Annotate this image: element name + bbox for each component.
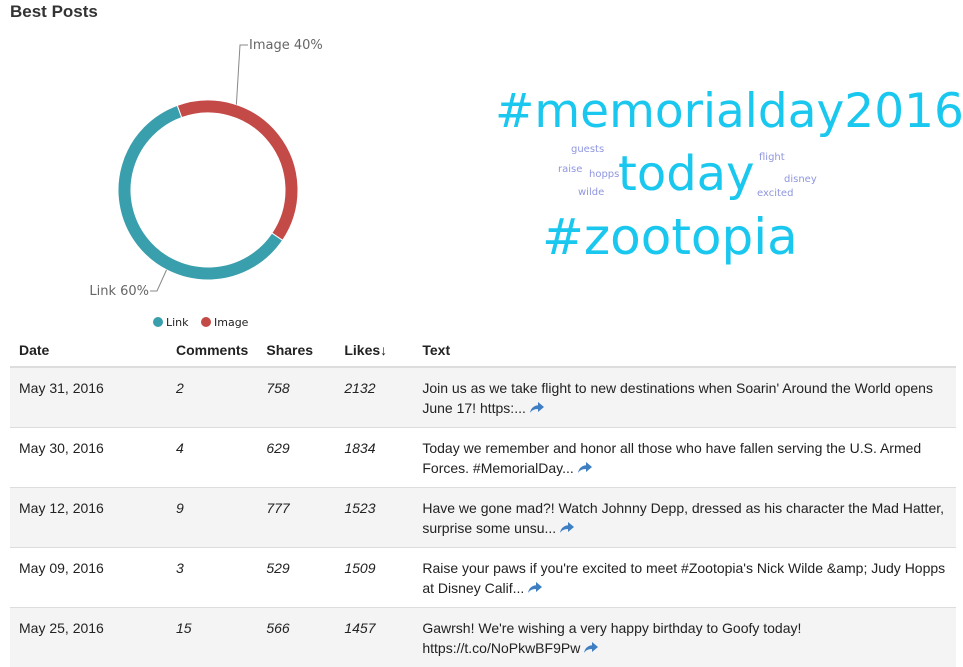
cell-date: May 09, 2016 <box>10 548 167 608</box>
donut-slice-image[interactable] <box>177 100 298 240</box>
cell-text: Have we gone mad?! Watch Johnny Depp, dr… <box>413 488 956 548</box>
cell-shares: 758 <box>257 367 335 428</box>
cell-comments: 9 <box>167 488 257 548</box>
column-header-likes[interactable]: Likes↓ <box>335 333 413 367</box>
word-cloud-term[interactable]: raise <box>558 165 582 175</box>
word-cloud-term[interactable]: #memorialday2016 <box>495 88 963 135</box>
column-header-text[interactable]: Text <box>413 333 956 367</box>
cell-text: Today we remember and honor all those wh… <box>413 428 956 488</box>
slice-label-link: Link 60% <box>89 284 149 299</box>
share-arrow-icon[interactable] <box>530 399 544 411</box>
cell-date: May 31, 2016 <box>10 367 167 428</box>
cell-likes: 1509 <box>335 548 413 608</box>
cell-comments: 2 <box>167 367 257 428</box>
cell-date: May 30, 2016 <box>10 428 167 488</box>
cell-likes: 1834 <box>335 428 413 488</box>
post-text: Today we remember and honor all those wh… <box>422 440 921 476</box>
cell-likes: 1457 <box>335 608 413 667</box>
slice-label-image: Image 40% <box>249 38 323 53</box>
post-text: Have we gone mad?! Watch Johnny Depp, dr… <box>422 500 944 536</box>
word-cloud-term[interactable]: flight <box>759 153 785 163</box>
table-header-row: Date Comments Shares Likes↓ Text <box>10 333 956 367</box>
cell-shares: 529 <box>257 548 335 608</box>
donut-chart-svg: Image 40% Link 60% Link Image <box>0 28 420 333</box>
cell-date: May 25, 2016 <box>10 608 167 667</box>
column-header-date[interactable]: Date <box>10 333 167 367</box>
leader-line-image <box>236 45 248 105</box>
legend-label-image[interactable]: Image <box>214 316 249 329</box>
cell-shares: 629 <box>257 428 335 488</box>
cell-shares: 566 <box>257 608 335 667</box>
word-cloud-term[interactable]: #zootopia <box>542 212 798 262</box>
cell-comments: 15 <box>167 608 257 667</box>
share-arrow-icon[interactable] <box>560 519 574 531</box>
post-text: Join us as we take flight to new destina… <box>422 380 933 416</box>
share-arrow-icon[interactable] <box>578 459 592 471</box>
post-type-donut-chart: Image 40% Link 60% Link Image <box>0 28 420 333</box>
section-title: Best Posts <box>10 2 98 22</box>
column-header-comments[interactable]: Comments <box>167 333 257 367</box>
word-cloud-term[interactable]: hopps <box>589 170 619 180</box>
share-arrow-icon[interactable] <box>528 579 542 591</box>
column-header-shares[interactable]: Shares <box>257 333 335 367</box>
word-cloud-term[interactable]: wilde <box>578 188 604 198</box>
leader-line-link <box>150 270 167 291</box>
cell-likes: 2132 <box>335 367 413 428</box>
cell-text: Join us as we take flight to new destina… <box>413 367 956 428</box>
word-cloud-term[interactable]: today <box>618 150 754 198</box>
cell-likes: 1523 <box>335 488 413 548</box>
word-cloud-term[interactable]: excited <box>757 189 793 199</box>
post-text: Gawrsh! We're wishing a very happy birth… <box>422 620 801 656</box>
cell-date: May 12, 2016 <box>10 488 167 548</box>
post-text: Raise your paws if you're excited to mee… <box>422 560 945 596</box>
legend-swatch-image[interactable] <box>201 317 211 327</box>
share-arrow-icon[interactable] <box>584 639 598 651</box>
legend-swatch-link[interactable] <box>153 317 163 327</box>
best-posts-table: Date Comments Shares Likes↓ Text May 31,… <box>10 333 956 667</box>
cell-shares: 777 <box>257 488 335 548</box>
cell-comments: 4 <box>167 428 257 488</box>
cell-comments: 3 <box>167 548 257 608</box>
legend-label-link[interactable]: Link <box>166 316 189 329</box>
word-cloud-term[interactable]: guests <box>571 145 604 155</box>
word-cloud-term[interactable]: disney <box>784 175 817 185</box>
cell-text: Gawrsh! We're wishing a very happy birth… <box>413 608 956 667</box>
cell-text: Raise your paws if you're excited to mee… <box>413 548 956 608</box>
